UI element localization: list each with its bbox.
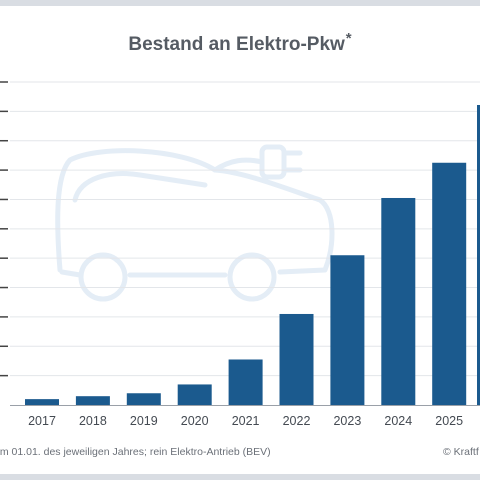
x-tick-label: 2023 xyxy=(333,414,361,428)
x-tick-label: 2024 xyxy=(384,414,412,428)
bar-2023 xyxy=(330,255,365,405)
bar-2019 xyxy=(126,393,161,405)
title-footnote-marker: * xyxy=(345,30,352,47)
x-tick-label: 2021 xyxy=(232,414,260,428)
bar-clipped xyxy=(477,105,480,405)
x-tick-label: 2017 xyxy=(28,414,56,428)
bar-2024 xyxy=(381,197,416,405)
chart-title: Bestand an Elektro-Pkw* xyxy=(0,30,480,56)
footnote: am 01.01. des jeweiligen Jahres; rein El… xyxy=(0,446,271,458)
bar-2022 xyxy=(279,313,314,405)
bar-2020 xyxy=(177,384,212,405)
bar-2025 xyxy=(432,162,467,405)
bar-2021 xyxy=(228,359,263,405)
source-credit: © Kraftf xyxy=(443,446,479,458)
y-axis-tick-marks xyxy=(0,81,8,377)
x-axis-labels: 2017 2018 2019 2020 2021 2022 2023 2024 2025 xyxy=(28,414,463,428)
x-tick-label: 2018 xyxy=(79,414,107,428)
gridlines xyxy=(10,81,480,377)
x-tick-label: 2020 xyxy=(181,414,209,428)
bar-2017 xyxy=(25,399,59,405)
chart-title-text: Bestand an Elektro-Pkw xyxy=(128,34,345,55)
x-tick-label: 2025 xyxy=(435,414,463,428)
bars xyxy=(25,105,480,405)
bar-2018 xyxy=(75,396,110,405)
x-tick-label: 2019 xyxy=(130,414,158,428)
x-tick-label: 2022 xyxy=(283,414,311,428)
